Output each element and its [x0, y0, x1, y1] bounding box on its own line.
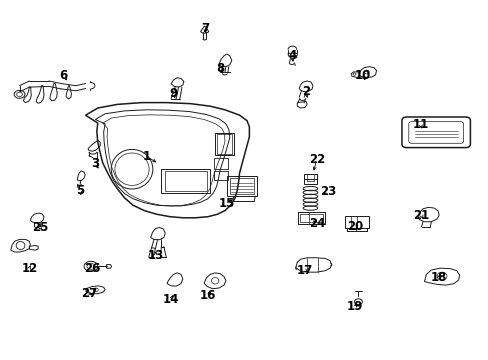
Bar	[161, 169, 210, 193]
Text: 18: 18	[429, 271, 446, 284]
Bar	[227, 176, 256, 196]
Bar	[345, 216, 368, 228]
Text: 7: 7	[201, 22, 209, 35]
Text: 27: 27	[81, 287, 97, 300]
Text: 2: 2	[302, 85, 309, 98]
Text: 22: 22	[308, 153, 325, 166]
Text: 1: 1	[142, 150, 150, 163]
Text: 4: 4	[288, 49, 296, 62]
Bar	[214, 158, 227, 169]
Text: 23: 23	[320, 185, 336, 198]
Text: 9: 9	[169, 87, 177, 100]
Text: 19: 19	[346, 300, 363, 313]
Text: 25: 25	[32, 221, 48, 234]
Bar	[298, 212, 325, 224]
Text: 20: 20	[346, 220, 363, 233]
Text: 3: 3	[91, 157, 99, 170]
Text: 24: 24	[308, 217, 325, 230]
Bar	[229, 178, 254, 194]
Text: 6: 6	[60, 69, 67, 82]
Text: 26: 26	[83, 262, 100, 275]
Text: 5: 5	[76, 184, 83, 197]
Bar	[300, 214, 322, 222]
Text: 15: 15	[218, 197, 235, 210]
Text: 8: 8	[216, 62, 224, 75]
Text: 12: 12	[21, 262, 38, 275]
Text: 11: 11	[411, 118, 428, 131]
Bar	[164, 171, 206, 191]
Text: 10: 10	[354, 69, 370, 82]
Text: 14: 14	[163, 293, 179, 306]
Text: 17: 17	[296, 264, 312, 276]
Text: 21: 21	[412, 209, 429, 222]
Text: 13: 13	[147, 249, 163, 262]
Bar	[216, 134, 232, 154]
Bar	[306, 174, 313, 181]
Bar	[304, 179, 316, 184]
Text: 16: 16	[199, 289, 216, 302]
Bar	[214, 171, 227, 180]
Bar	[215, 133, 233, 155]
